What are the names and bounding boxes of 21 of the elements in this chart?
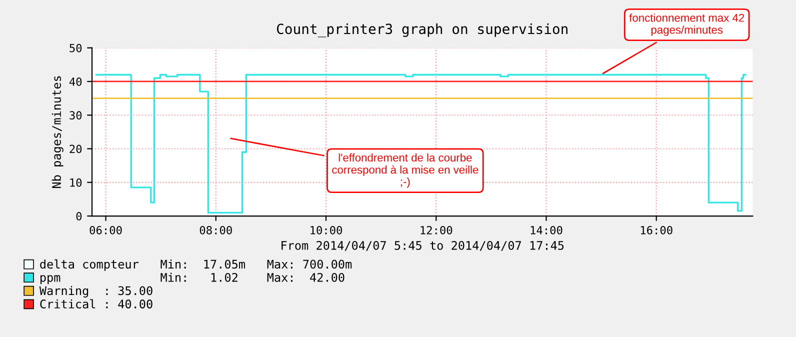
legend-label: delta compteur Min: 17.05m Max: 700.00m xyxy=(40,259,352,271)
x-tick-label: 16:00 xyxy=(640,226,672,234)
y-tick-label: 50 xyxy=(70,44,82,52)
legend-label: Critical : 40.00 xyxy=(40,299,152,308)
y-tick-label: 40 xyxy=(69,77,82,86)
legend-label: Warning : 35.00 xyxy=(39,286,152,298)
x-axis-title: From 2014/04/07 5:45 to 2014/04/07 17:45 xyxy=(282,240,564,251)
y-axis-title: Nb pages/minutes xyxy=(52,76,64,188)
annotation: fonctionnement max 42 pages/minutes xyxy=(629,14,744,36)
x-tick-label: 10:00 xyxy=(310,226,342,234)
y-tick-label: 30 xyxy=(70,111,82,120)
chart-title: Count_printer3 graph on supervision xyxy=(276,23,568,38)
legend-label: ppm Min: 1.02 Max: 42.00 xyxy=(40,272,344,284)
x-tick-label: 12:00 xyxy=(420,226,452,234)
x-tick-label: 08:00 xyxy=(200,226,232,234)
y-tick-label: 0 xyxy=(76,212,82,220)
y-tick-label: 20 xyxy=(70,144,82,154)
y-tick-label: 10 xyxy=(70,178,82,187)
annotation: l'effondrement de la courbe correspond à la mise en veille ;-) xyxy=(332,153,478,188)
x-tick-label: 06:00 xyxy=(90,226,122,234)
x-tick-label: 14:00 xyxy=(530,226,562,234)
